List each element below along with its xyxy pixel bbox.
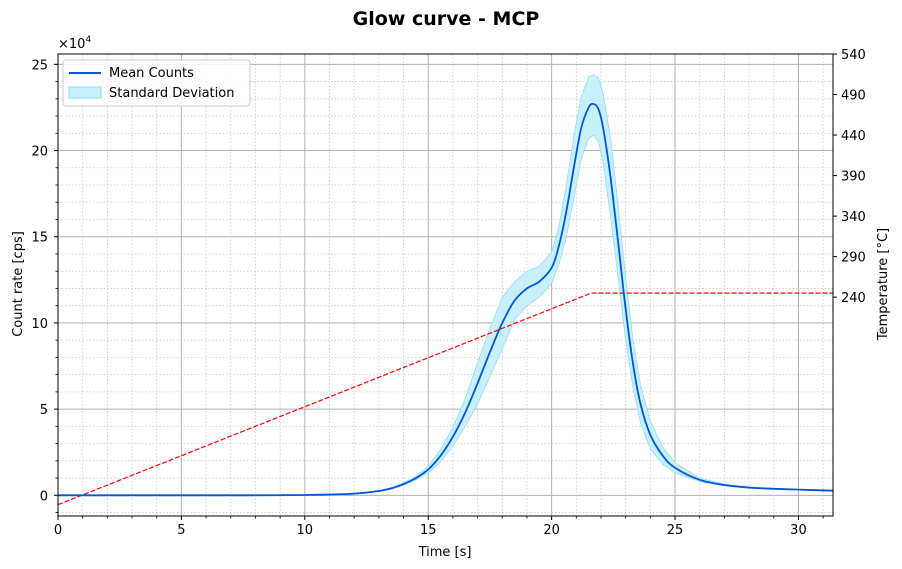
y-tick-label: 0 — [40, 489, 48, 504]
legend-box — [62, 59, 251, 107]
y2-tick-label: 440 — [841, 129, 866, 144]
x-tick-label: 0 — [54, 523, 62, 538]
standard-deviation-band — [58, 74, 834, 496]
y-tick-label: 5 — [40, 403, 48, 418]
y2-axis-label: Temperature [°C] — [876, 228, 891, 341]
legend-mean-label: Mean Counts — [109, 66, 194, 81]
y-tick-label: 20 — [31, 145, 48, 160]
temperature-line — [57, 292, 833, 506]
y-axis-label: Count rate [cps] — [11, 231, 26, 337]
x-tick-label: 30 — [790, 523, 807, 538]
y2-tick-label: 240 — [841, 291, 866, 306]
y-tick-label: 15 — [31, 231, 48, 246]
y2-tick-label: 490 — [841, 89, 866, 104]
x-tick-label: 5 — [177, 523, 185, 538]
x-axis-ticks: 0 5 10 15 20 25 30 — [54, 516, 807, 538]
y2-axis-ticks: 240 290 340 390 440 490 540 — [833, 48, 866, 306]
y2-tick-label: 390 — [841, 170, 866, 185]
x-tick-label: 10 — [297, 523, 314, 538]
legend-sd-swatch — [68, 86, 102, 99]
x-axis-label: Time [s] — [418, 545, 472, 560]
y2-tick-label: 540 — [841, 48, 866, 63]
y-tick-label: 10 — [31, 317, 48, 332]
y2-tick-label: 290 — [841, 251, 866, 266]
x-tick-label: 15 — [420, 523, 437, 538]
y-tick-label: 25 — [31, 58, 48, 73]
chart-title: Glow curve - MCP — [353, 8, 540, 30]
mean-counts-line — [58, 102, 834, 497]
x-tick-label: 20 — [543, 523, 560, 538]
legend: Mean Counts Standard Deviation — [62, 59, 251, 107]
plot-area — [57, 74, 834, 506]
plot-frame — [57, 53, 834, 517]
y-axis-multiplier: ×104 — [58, 35, 91, 52]
x-tick-label: 25 — [667, 523, 684, 538]
y-axis-ticks: 0 5 10 15 20 25 — [31, 58, 58, 504]
legend-sd-label: Standard Deviation — [109, 86, 234, 101]
y2-tick-label: 340 — [841, 210, 866, 225]
